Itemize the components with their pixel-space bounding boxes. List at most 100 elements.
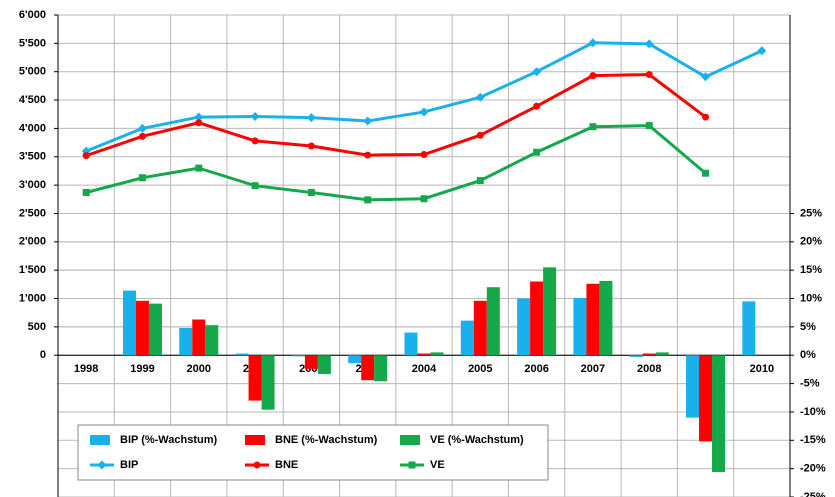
line-marker	[645, 71, 653, 79]
line-marker	[757, 46, 767, 56]
legend-swatch	[400, 435, 420, 445]
line-marker	[138, 174, 146, 182]
line	[85, 124, 707, 202]
y2-tick-label: -20%	[800, 463, 826, 475]
x-tick-label: 2007	[581, 363, 605, 375]
legend-label: BNE (%-Wachstum)	[275, 434, 378, 446]
line-marker	[306, 113, 316, 123]
legend-label: BNE	[275, 459, 298, 471]
line-marker	[363, 116, 373, 126]
line-marker	[195, 119, 203, 127]
y-tick-label: 4'000	[19, 122, 46, 134]
bar	[235, 353, 249, 356]
legend-box	[77, 424, 549, 481]
bar	[655, 352, 669, 356]
y2-tick-label: 5%	[800, 321, 816, 333]
bar	[530, 281, 544, 356]
line-marker	[589, 72, 597, 80]
legend-swatch	[90, 435, 110, 445]
bar	[742, 301, 756, 356]
line-marker	[138, 132, 146, 140]
line-marker	[253, 461, 261, 469]
line-marker	[645, 122, 653, 130]
bar	[404, 332, 418, 356]
line-marker	[419, 107, 429, 117]
line-marker	[364, 151, 372, 159]
legend-label: BIP	[120, 459, 138, 471]
legend-swatch	[245, 435, 265, 445]
bar	[304, 355, 318, 369]
line-marker	[476, 177, 484, 185]
line-marker	[420, 150, 428, 158]
line-marker	[533, 148, 541, 156]
line-marker	[82, 188, 90, 196]
bar	[192, 319, 206, 356]
x-tick-label: 2010	[750, 363, 774, 375]
bar	[135, 300, 149, 356]
bar	[712, 355, 726, 473]
x-tick-label: 1999	[130, 363, 154, 375]
y-tick-label: 2'000	[19, 236, 46, 248]
bar	[473, 300, 487, 356]
bar	[374, 355, 388, 382]
line-marker	[307, 188, 315, 196]
x-tick-label: 1998	[74, 363, 98, 375]
bar	[642, 353, 656, 356]
y2-tick-label: -25%	[800, 491, 826, 497]
y2-tick-label: 10%	[800, 292, 822, 304]
y2-tick-label: 15%	[800, 264, 822, 276]
x-tick-label: 2006	[524, 363, 548, 375]
line-marker	[137, 123, 147, 133]
y-tick-label: 3'000	[19, 179, 46, 191]
bar	[179, 328, 193, 356]
line	[85, 73, 707, 158]
line-marker	[588, 38, 598, 48]
bar	[148, 303, 162, 356]
line-marker	[589, 123, 597, 131]
bar	[317, 355, 331, 374]
bar	[543, 267, 557, 356]
y-tick-label: 6'000	[19, 9, 46, 21]
y2-tick-label: -5%	[800, 377, 820, 389]
bar	[460, 320, 474, 356]
line-marker	[250, 112, 260, 122]
bar	[361, 355, 375, 381]
line-marker	[475, 92, 485, 102]
y-tick-label: 2'500	[19, 207, 46, 219]
x-tick-label: 2000	[187, 363, 211, 375]
line-marker	[532, 67, 542, 77]
bar	[629, 355, 643, 357]
x-tick-label: 2004	[412, 363, 437, 375]
y2-tick-label: 25%	[800, 207, 822, 219]
bar	[699, 355, 713, 442]
x-tick-label: 2005	[468, 363, 492, 375]
bar	[348, 355, 362, 364]
y-tick-label: 1'000	[19, 292, 46, 304]
line-marker	[251, 137, 259, 145]
y2-tick-label: 0%	[800, 349, 816, 361]
bar	[517, 298, 531, 356]
y-tick-label: 4'500	[19, 94, 46, 106]
x-tick-label: 2008	[637, 363, 661, 375]
y-tick-label: 5'000	[19, 66, 46, 78]
bar	[586, 283, 600, 356]
bar	[573, 297, 587, 356]
line-marker	[702, 113, 710, 121]
y2-tick-label: 20%	[800, 236, 822, 248]
line-marker	[194, 112, 204, 122]
bar	[486, 287, 500, 356]
line-marker	[420, 195, 428, 203]
y2-tick-label: -10%	[800, 406, 826, 418]
y-tick-label: 0	[40, 349, 46, 361]
bar	[205, 325, 219, 356]
line-marker	[533, 102, 541, 110]
bar	[248, 355, 262, 401]
bar	[686, 355, 700, 418]
y-tick-label: 3'500	[19, 151, 46, 163]
y-tick-label: 1'500	[19, 264, 46, 276]
y2-tick-label: -15%	[800, 434, 826, 446]
bar	[430, 352, 444, 356]
bar	[417, 353, 431, 356]
bar	[261, 355, 275, 410]
